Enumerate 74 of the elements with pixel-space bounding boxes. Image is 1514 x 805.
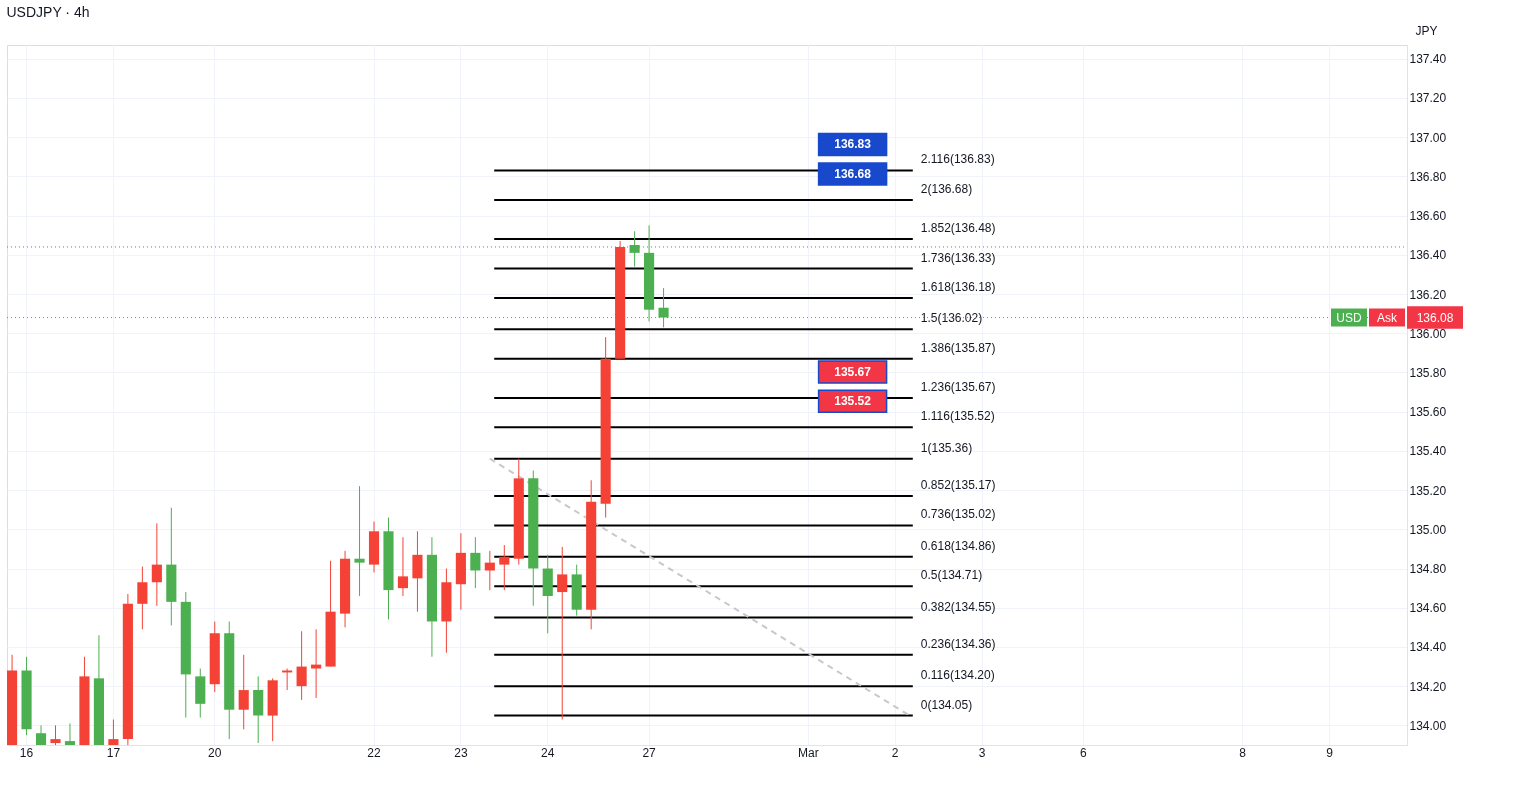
candlestick bbox=[629, 230, 640, 268]
ref-line-label: 1.236(135.67) bbox=[920, 379, 996, 394]
annotation: Ask bbox=[1376, 310, 1398, 325]
y-tick-label: 136.20 bbox=[1409, 287, 1447, 302]
x-tick-label: 23 bbox=[454, 745, 468, 760]
candlestick bbox=[296, 630, 307, 701]
candlestick bbox=[354, 485, 365, 597]
ref-line-label: 0.236(134.36) bbox=[920, 636, 996, 651]
ref-line-label: 0.736(135.02) bbox=[920, 507, 996, 522]
ref-line-label: 2(136.68) bbox=[920, 181, 973, 196]
candlestick bbox=[238, 654, 249, 730]
y-tick-label: 136.80 bbox=[1409, 169, 1447, 184]
x-tick-label: 20 bbox=[208, 745, 222, 760]
ref-line-label: 0(134.05) bbox=[920, 697, 973, 712]
x-tick-label: 17 bbox=[106, 745, 121, 760]
ref-line-label: 1.5(136.02) bbox=[920, 311, 983, 326]
ref-line-label: 1.386(135.87) bbox=[920, 340, 996, 355]
y-tick-label: 135.80 bbox=[1409, 365, 1447, 380]
y-tick-label: 136.00 bbox=[1409, 326, 1447, 341]
ref-line-label: 0.852(135.17) bbox=[920, 477, 996, 492]
y-tick-label: 135.40 bbox=[1409, 444, 1447, 459]
ref-line-label: 0.116(134.20) bbox=[920, 668, 995, 683]
x-tick-label: 3 bbox=[978, 745, 986, 760]
y-tick-label: 136.40 bbox=[1409, 248, 1447, 263]
ref-line-label: 0.618(134.86) bbox=[920, 538, 996, 553]
y-tick-label: 134.40 bbox=[1409, 640, 1447, 655]
ref-line-label: 1.736(136.33) bbox=[920, 250, 996, 265]
ref-line-label: 0.382(134.55) bbox=[920, 599, 996, 614]
candlestick bbox=[499, 544, 510, 591]
x-tick-label: 9 bbox=[1326, 745, 1334, 760]
y-tick-label: 136.60 bbox=[1409, 209, 1447, 224]
candlestick bbox=[557, 546, 568, 721]
x-tick-label: 8 bbox=[1239, 745, 1247, 760]
y-tick-label: 135.20 bbox=[1409, 483, 1447, 498]
ref-line-label: 2.116(136.83) bbox=[920, 152, 995, 167]
y-tick-label: 134.00 bbox=[1409, 718, 1447, 733]
x-tick-label: 16 bbox=[19, 745, 34, 760]
y-tick-label: 137.20 bbox=[1409, 91, 1447, 106]
candlestick bbox=[137, 566, 148, 630]
candlestick bbox=[151, 522, 162, 607]
ref-line-label: 1(135.36) bbox=[920, 440, 973, 455]
candlestick bbox=[108, 719, 119, 746]
x-tick-label: Mar bbox=[798, 745, 819, 760]
y-axis-title: JPY bbox=[1415, 23, 1438, 38]
ref-line-label: 1.116(135.52) bbox=[920, 409, 995, 424]
annotation: 135.67 bbox=[834, 364, 872, 379]
candlestick bbox=[311, 628, 322, 699]
annotation: USD bbox=[1336, 310, 1362, 325]
x-tick-label: 24 bbox=[541, 745, 555, 760]
annotation: 136.83 bbox=[834, 137, 872, 152]
y-tick-label: 134.80 bbox=[1409, 562, 1447, 577]
y-tick-label: 137.00 bbox=[1409, 130, 1447, 145]
candlestick bbox=[282, 668, 293, 691]
x-tick-label: 2 bbox=[891, 745, 899, 760]
x-tick-label: 22 bbox=[367, 745, 382, 760]
ref-line-label: 1.618(136.18) bbox=[920, 279, 996, 294]
x-tick-label: 27 bbox=[642, 745, 657, 760]
candlestick bbox=[397, 536, 409, 597]
annotation: 136.68 bbox=[834, 166, 872, 181]
ref-line-label: 136.08 bbox=[1416, 310, 1454, 325]
ref-line-label: 0.5(134.71) bbox=[920, 568, 983, 583]
y-tick-label: 137.40 bbox=[1409, 52, 1447, 67]
x-tick-label: 6 bbox=[1080, 745, 1088, 760]
candlestick bbox=[658, 287, 669, 328]
ref-line-label: 1.852(136.48) bbox=[920, 221, 996, 236]
y-tick-label: 134.20 bbox=[1409, 679, 1447, 694]
candlestick bbox=[50, 724, 61, 746]
y-tick-label: 135.60 bbox=[1409, 405, 1447, 420]
y-tick-label: 134.60 bbox=[1409, 601, 1447, 616]
candlestick bbox=[470, 536, 481, 589]
y-tick-label: 135.00 bbox=[1409, 522, 1447, 537]
chart-title: USDJPY · 4h bbox=[6, 4, 90, 20]
candlestick bbox=[412, 530, 423, 613]
annotation: 135.52 bbox=[834, 394, 872, 409]
